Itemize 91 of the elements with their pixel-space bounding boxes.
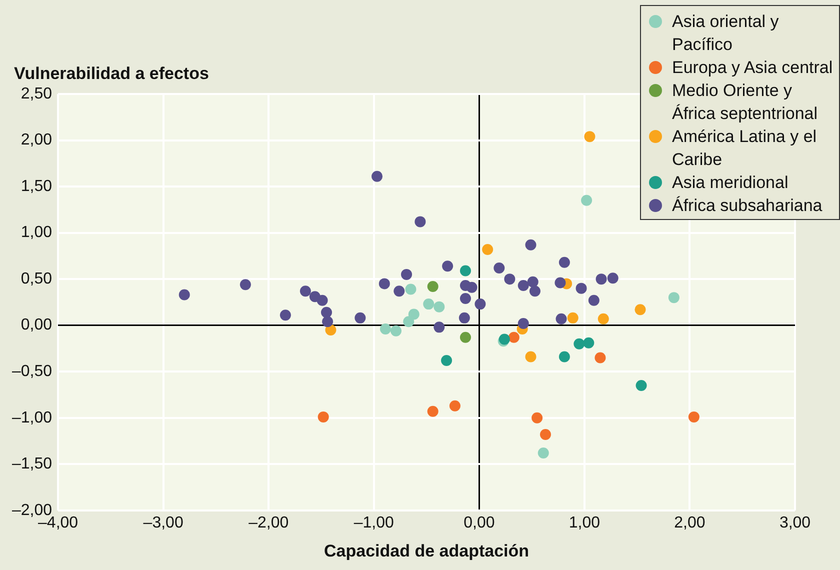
point [441, 354, 452, 366]
point [458, 312, 470, 324]
x-tick-label: 1,00 [568, 514, 600, 532]
point [598, 313, 609, 324]
point [300, 286, 311, 297]
y-axis-title: Vulnerabilidad a efectos [14, 64, 209, 84]
point [567, 312, 578, 324]
point [390, 325, 402, 336]
point [574, 338, 585, 350]
point [596, 274, 607, 285]
y-tick-label: 1,50 [20, 178, 52, 195]
point [540, 429, 551, 440]
point [636, 380, 647, 391]
point [581, 194, 592, 206]
point [556, 313, 567, 324]
point [378, 278, 390, 290]
point [460, 265, 471, 276]
point [532, 412, 543, 424]
point [607, 272, 618, 284]
x-tick-label: 0,00 [464, 514, 495, 532]
y-tick-label: –0,50 [12, 363, 52, 380]
point [318, 411, 329, 422]
point [405, 284, 416, 295]
point [529, 286, 540, 297]
y-tick-label: 2,00 [20, 132, 52, 149]
point [525, 239, 536, 250]
x-tick-label: 3,00 [779, 514, 811, 532]
point [423, 298, 434, 310]
point [280, 310, 291, 321]
point [538, 448, 549, 459]
x-axis-title: Capacidad de adaptación [324, 541, 530, 560]
point [178, 289, 190, 300]
y-tick-label: 0,00 [20, 316, 52, 334]
point [460, 293, 471, 304]
point [460, 332, 471, 343]
point [434, 301, 445, 312]
point [408, 308, 420, 320]
point [668, 292, 680, 304]
x-tick-label: –4,00 [38, 514, 78, 532]
point [403, 316, 414, 328]
point [525, 351, 536, 362]
point [583, 337, 594, 348]
point [354, 312, 366, 324]
point [427, 280, 438, 292]
x-tick-label: 2,00 [674, 514, 706, 532]
legend-label: África subsahariana [672, 195, 822, 217]
x-tick-label: –2,00 [248, 514, 289, 532]
point [322, 316, 334, 328]
point [518, 318, 529, 329]
point [427, 406, 438, 417]
point [434, 322, 445, 333]
point [449, 400, 460, 412]
point [401, 268, 412, 280]
point [325, 324, 336, 336]
point [321, 306, 332, 318]
y-tick-label: 1,00 [20, 224, 52, 242]
legend-label: Asia meridional [672, 172, 788, 194]
legend-label: Europa y Asia central [672, 57, 833, 79]
point [442, 260, 454, 272]
point [558, 256, 570, 268]
point [380, 324, 391, 335]
point [634, 304, 646, 316]
point [588, 294, 600, 306]
point [394, 286, 405, 297]
x-tick-label: –3,00 [143, 514, 184, 532]
point [584, 131, 596, 142]
x-tick-label: –1,00 [354, 514, 394, 532]
point [508, 332, 520, 343]
point [482, 244, 494, 255]
legend-label: Asia oriental y Pacífico [672, 11, 780, 56]
y-tick-label: –1,50 [12, 456, 52, 473]
point [594, 352, 606, 364]
legend-label: América Latina y el Caribe [672, 126, 818, 171]
y-tick-label: 0,50 [20, 270, 52, 288]
point [494, 262, 505, 274]
point [466, 282, 478, 293]
point [527, 276, 538, 288]
point [414, 216, 426, 228]
y-tick-label: –1,00 [12, 409, 52, 426]
point [576, 282, 587, 294]
point [558, 351, 570, 362]
point [240, 279, 251, 290]
y-tick-label: 2,50 [20, 85, 52, 102]
legend-label: Medio Oriente y África septentrional [672, 80, 819, 125]
point [504, 274, 516, 285]
point [518, 280, 529, 292]
point [474, 298, 486, 310]
point [688, 411, 700, 422]
point [554, 277, 566, 288]
point [316, 294, 328, 306]
point [372, 170, 383, 182]
